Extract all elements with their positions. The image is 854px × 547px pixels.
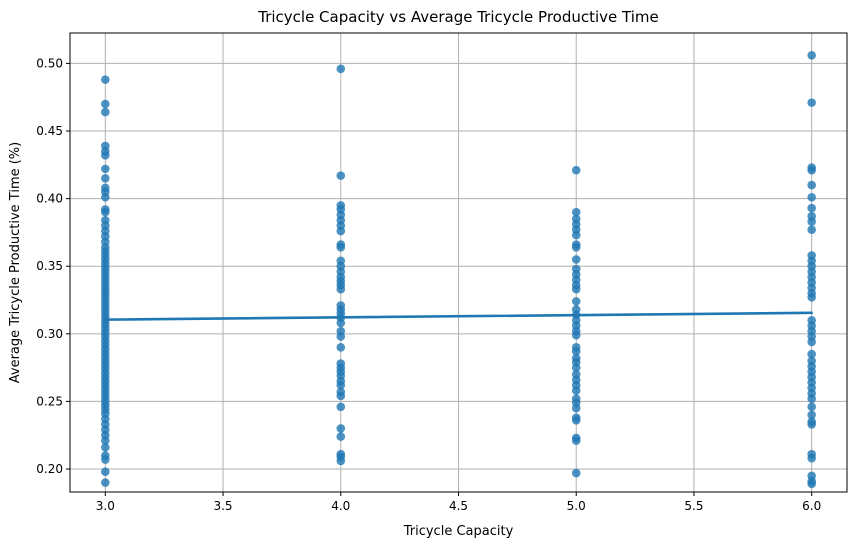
data-point (101, 478, 110, 487)
data-point (101, 455, 110, 464)
data-point (571, 386, 581, 395)
data-point (336, 332, 346, 341)
data-point (807, 203, 816, 213)
data-point (101, 207, 110, 217)
data-point (807, 192, 816, 202)
data-point (101, 151, 110, 160)
data-point (807, 479, 816, 489)
data-point (336, 424, 346, 433)
y-tick-label: 0.50 (36, 56, 63, 70)
data-point (807, 225, 816, 235)
data-point (571, 230, 581, 240)
y-tick-label: 0.25 (36, 394, 63, 408)
data-point (571, 242, 581, 252)
data-point (101, 192, 110, 202)
data-point (336, 318, 346, 328)
data-point (336, 64, 346, 74)
y-tick-label: 0.40 (36, 192, 63, 206)
x-tick-label: 6.0 (802, 499, 821, 513)
data-point (571, 403, 581, 413)
data-point (571, 468, 581, 478)
data-point (101, 174, 110, 183)
data-point (807, 337, 816, 347)
x-tick-label: 3.0 (96, 499, 115, 513)
data-point (336, 343, 346, 352)
data-point (571, 297, 581, 306)
data-point (807, 98, 816, 107)
y-tick-label: 0.35 (36, 259, 63, 273)
data-point (101, 164, 110, 174)
data-point (571, 347, 581, 356)
data-point (101, 436, 110, 445)
data-point (807, 180, 816, 190)
data-point (336, 432, 346, 441)
y-tick-label: 0.45 (36, 124, 63, 138)
data-point (336, 380, 346, 390)
data-points (101, 51, 816, 489)
data-point (571, 255, 581, 264)
data-point (807, 453, 816, 463)
data-point (807, 394, 816, 404)
grid-lines (70, 33, 847, 492)
data-point (336, 226, 346, 236)
y-axis-label: Average Tricycle Productive Time (%) (8, 142, 23, 383)
data-point (807, 51, 816, 60)
data-point (101, 99, 110, 109)
x-axis-ticks: 3.0 3.5 4.0 4.5 5.0 5.5 6.0 (96, 492, 821, 513)
x-tick-label: 4.5 (449, 499, 468, 513)
regression-line (104, 311, 813, 321)
data-point (807, 410, 816, 420)
data-point (336, 171, 346, 180)
data-point (336, 284, 346, 294)
data-point (807, 402, 816, 412)
data-point (101, 75, 110, 84)
data-point (807, 217, 816, 226)
data-point (807, 349, 816, 359)
data-point (571, 284, 581, 294)
y-axis-ticks: 0.20 0.25 0.30 0.35 0.40 0.45 0.50 (36, 56, 70, 476)
data-point (336, 456, 346, 466)
data-point (336, 242, 346, 252)
data-point (101, 467, 110, 477)
data-point (336, 402, 346, 412)
data-point (571, 416, 581, 425)
data-point (101, 443, 110, 452)
x-axis-label: Tricycle Capacity (403, 524, 514, 539)
regression-line-group (104, 311, 813, 321)
y-tick-label: 0.30 (36, 327, 63, 341)
y-tick-label: 0.20 (36, 462, 63, 476)
chart-title: Tricycle Capacity vs Average Tricycle Pr… (257, 8, 659, 26)
x-tick-label: 4.0 (331, 499, 350, 513)
x-tick-label: 3.5 (213, 499, 232, 513)
x-tick-label: 5.5 (684, 499, 703, 513)
data-point (336, 391, 346, 401)
x-tick-label: 5.0 (567, 499, 586, 513)
data-point (571, 330, 581, 340)
data-point (101, 107, 110, 117)
data-point (571, 207, 581, 217)
data-point (571, 363, 581, 372)
data-point (807, 293, 816, 302)
data-point (807, 165, 816, 175)
data-point (807, 420, 816, 429)
data-point (571, 165, 581, 175)
data-point (571, 436, 581, 445)
